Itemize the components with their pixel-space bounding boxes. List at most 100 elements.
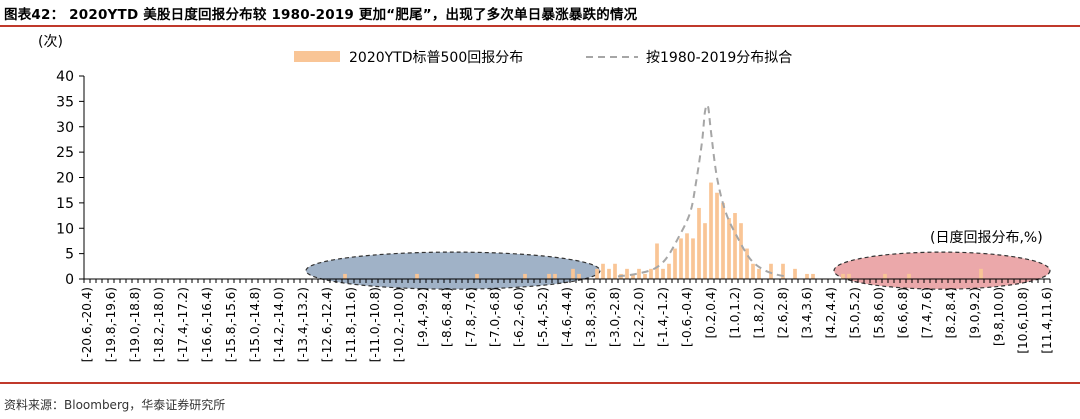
legend-bar-swatch	[294, 51, 340, 62]
bar	[847, 273, 851, 279]
x-tick-label: [-17.4,-17.2)	[176, 287, 190, 362]
bar	[607, 268, 611, 279]
bar	[649, 268, 653, 279]
x-tick-label: [-18.2,-18.0)	[152, 287, 166, 362]
bar	[721, 202, 725, 279]
bar	[415, 273, 419, 279]
x-tick-label: [-7.0,-6.8)	[488, 287, 502, 347]
bar	[685, 233, 689, 279]
x-tick-label: [10.6,10.8)	[1016, 287, 1030, 354]
x-tick-label: [-1.4,-1.2)	[656, 287, 670, 347]
y-tick-label: 5	[65, 247, 74, 263]
bar	[595, 268, 599, 279]
bar	[667, 263, 671, 279]
x-tick-label: [-2.2,-2.0)	[632, 287, 646, 347]
x-tick-label: [5.8,6.0)	[872, 287, 886, 338]
tail-highlights	[305, 251, 1051, 290]
x-tick-label: [7.4,7.6)	[920, 287, 934, 338]
x-tick-label: [9.0,9.2)	[968, 287, 982, 338]
legend-line-label: 按1980-2019分布拟合	[646, 50, 792, 66]
x-tick-label: [-3.0,-2.8)	[608, 287, 622, 347]
x-tick-label: [-8.6,-8.4)	[440, 287, 454, 347]
bar	[547, 273, 551, 279]
bar	[601, 263, 605, 279]
x-tick-label: [-9.4,-9.2)	[416, 287, 430, 347]
bar	[673, 248, 677, 279]
bar	[661, 268, 665, 279]
x-tick-label: [-12.6,-12.4)	[320, 287, 334, 362]
bar	[475, 273, 479, 279]
legend: 2020YTD标普500回报分布 按1980-2019分布拟合	[294, 50, 792, 66]
x-tick-label: [-20.6,-20.4)	[80, 287, 94, 362]
bar	[979, 268, 983, 279]
legend-bar-label: 2020YTD标普500回报分布	[349, 50, 523, 66]
bar	[805, 273, 809, 279]
bar	[733, 213, 737, 279]
bar-series	[343, 182, 983, 279]
bar	[343, 273, 347, 279]
bar	[637, 268, 641, 279]
source-note: 资料来源：Bloomberg，华泰证券研究所	[4, 398, 226, 412]
bar	[577, 273, 581, 279]
y-tick-label: 0	[65, 272, 74, 288]
x-tick-label: [-5.4,-5.2)	[536, 287, 550, 347]
figure-title: 图表42： 2020YTD 美股日度回报分布较 1980-2019 更加“肥尾”…	[4, 7, 638, 23]
bar	[631, 273, 635, 279]
x-tick-label: [-13.4,-13.2)	[296, 287, 310, 362]
fit-line-series	[617, 103, 787, 278]
y-tick-label: 15	[56, 196, 74, 212]
bar	[769, 263, 773, 279]
bar	[811, 273, 815, 279]
x-tick-label: [1.8,2.0)	[752, 287, 766, 338]
bar	[781, 263, 785, 279]
bar	[643, 273, 647, 279]
bar	[793, 268, 797, 279]
x-tick-label: [-10.2,-10.0)	[392, 287, 406, 362]
x-tick-label: [8.2,8.4)	[944, 287, 958, 338]
x-tick-label: [-11.8,-11.6)	[344, 287, 358, 362]
bar	[571, 268, 575, 279]
y-tick-label: 35	[56, 94, 74, 110]
bar	[613, 263, 617, 279]
x-tick-label: [-16.6,-16.4)	[200, 287, 214, 362]
bar	[745, 248, 749, 279]
x-ticks: [-20.6,-20.4) [-19.8,-19.6) [-19.0,-18.8) […	[80, 279, 1054, 362]
bar	[739, 223, 743, 279]
bar	[691, 238, 695, 279]
bar	[703, 223, 707, 279]
axes: 0 5 10 15 20 25 30 35 40 [-20.6,-20.4) [-19.8,-19…	[56, 69, 1054, 362]
bar	[907, 273, 911, 279]
y-axis-label: (次)	[38, 34, 63, 50]
x-tick-label: [3.4,3.6)	[800, 287, 814, 338]
right-tail-highlight	[833, 251, 1051, 290]
title-rule	[0, 25, 1080, 27]
bar	[883, 273, 887, 279]
x-tick-label: [1.0,1.2)	[728, 287, 742, 338]
bar	[679, 238, 683, 279]
x-tick-label: [-11.0,-10.8)	[368, 287, 382, 362]
chart: 0 5 10 15 20 25 30 35 40 [-20.6,-20.4) [-19.8,-19…	[38, 34, 1054, 362]
bar	[553, 273, 557, 279]
y-tick-label: 30	[56, 120, 74, 136]
x-tick-label: [2.6,2.8)	[776, 287, 790, 338]
x-tick-label: [0.2,0.4)	[704, 287, 718, 338]
bar	[523, 273, 527, 279]
bar	[727, 218, 731, 279]
bar	[751, 263, 755, 279]
x-tick-label: [11.4,11.6)	[1040, 287, 1054, 354]
x-tick-label: [-14.2,-14.0)	[272, 287, 286, 362]
x-tick-label: [5.0,5.2)	[848, 287, 862, 338]
x-tick-label: [-19.0,-18.8)	[128, 287, 142, 362]
x-tick-label: [-7.8,-7.6)	[464, 287, 478, 347]
x-tick-label: [-6.2,-6.0)	[512, 287, 526, 347]
y-tick-label: 10	[56, 221, 74, 237]
bar	[697, 207, 701, 279]
x-tick-label: [4.2,4.4)	[824, 287, 838, 338]
x-tick-label: [6.6,6.8)	[896, 287, 910, 338]
bar	[655, 243, 659, 279]
x-tick-label: [-15.0,-14.8)	[248, 287, 262, 362]
x-tick-label: [9.8,10.0)	[992, 287, 1006, 346]
y-tick-label: 20	[56, 171, 74, 187]
y-ticks: 0 5 10 15 20 25 30 35 40	[56, 69, 84, 288]
bar	[841, 273, 845, 279]
